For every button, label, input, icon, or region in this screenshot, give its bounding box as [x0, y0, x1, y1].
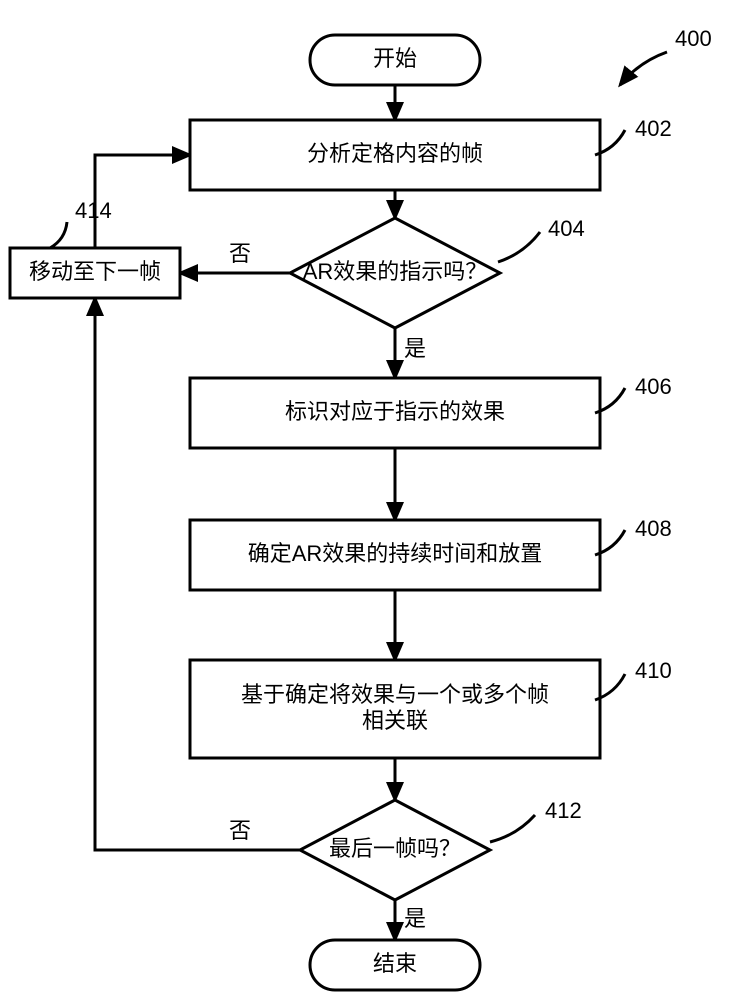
ref-main: 400 — [675, 26, 712, 51]
node-label-n404: AR效果的指示吗？ — [303, 259, 488, 284]
ref-408: 408 — [635, 516, 672, 541]
ref-412: 412 — [545, 798, 582, 823]
ref-414: 414 — [75, 198, 112, 223]
node-n408: 确定AR效果的持续时间和放置 — [190, 520, 600, 590]
node-end: 结束 — [310, 940, 480, 990]
ref-402: 402 — [635, 116, 672, 141]
edge-label-n412-end: 是 — [404, 906, 426, 931]
node-label-n408: 确定AR效果的持续时间和放置 — [248, 541, 543, 566]
ref-main-arrow — [620, 52, 667, 85]
edge-label-n404-n406: 是 — [404, 336, 426, 361]
lead-414 — [50, 222, 67, 248]
node-n406: 标识对应于指示的效果 — [190, 378, 600, 448]
ref-406: 406 — [635, 374, 672, 399]
lead-412 — [490, 815, 535, 842]
lead-404 — [498, 232, 540, 262]
node-n404: AR效果的指示吗？ — [290, 218, 500, 328]
edge-label-n404-n414: 否 — [229, 241, 251, 266]
node-n402: 分析定格内容的帧 — [190, 120, 600, 190]
node-label-n410-1: 相关联 — [362, 708, 428, 733]
ref-410: 410 — [635, 658, 672, 683]
node-n412: 最后一帧吗？ — [300, 800, 490, 900]
edge-label-n412-n414: 否 — [229, 818, 251, 843]
node-label-n406: 标识对应于指示的效果 — [285, 399, 505, 424]
ref-404: 404 — [548, 216, 585, 241]
node-label-n410-0: 基于确定将效果与一个或多个帧 — [241, 682, 549, 707]
node-label-n402: 分析定格内容的帧 — [307, 141, 483, 166]
node-label-start: 开始 — [373, 46, 417, 71]
node-label-n414: 移动至下一帧 — [29, 259, 161, 284]
node-label-end: 结束 — [373, 951, 417, 976]
node-start: 开始 — [310, 35, 480, 85]
node-n410: 基于确定将效果与一个或多个帧相关联 — [190, 660, 600, 758]
node-n414: 移动至下一帧 — [10, 248, 180, 298]
node-label-n412: 最后一帧吗？ — [329, 836, 461, 861]
flowchart-figure: 是否是否 开始分析定格内容的帧AR效果的指示吗？标识对应于指示的效果确定AR效果… — [0, 0, 748, 1000]
